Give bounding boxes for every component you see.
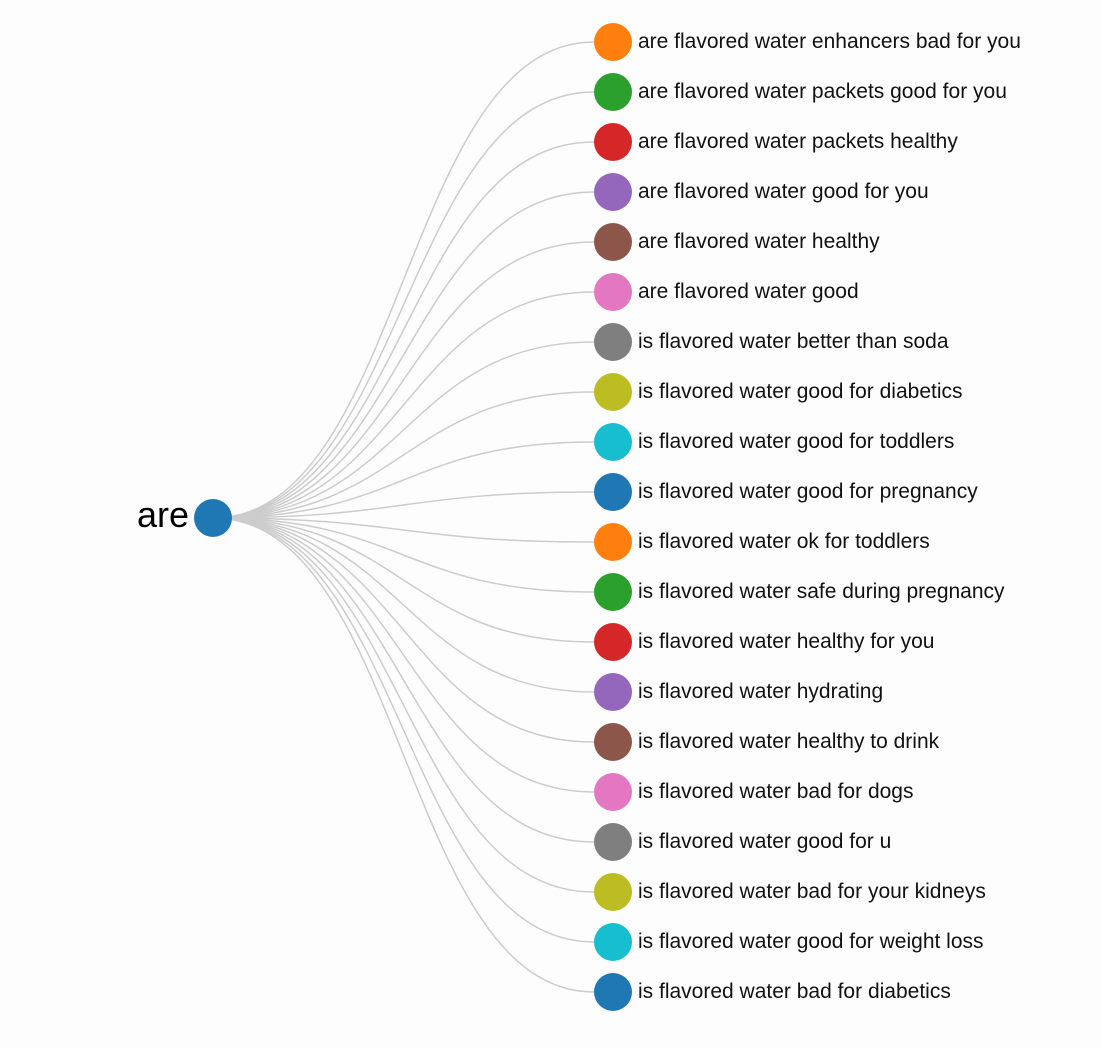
suggestion-label[interactable]: are flavored water packets good for you [638, 80, 1007, 103]
tree-link [212, 517, 595, 943]
suggestion-label[interactable]: is flavored water healthy to drink [638, 730, 940, 753]
suggestion-circle[interactable] [594, 173, 632, 211]
suggestion-node[interactable]: is flavored water bad for diabetics [594, 973, 951, 1011]
suggestion-label[interactable]: is flavored water safe during pregnancy [638, 580, 1005, 603]
suggestion-circle[interactable] [594, 223, 632, 261]
suggestion-label[interactable]: are flavored water healthy [638, 230, 880, 253]
suggestion-label[interactable]: is flavored water good for pregnancy [638, 480, 978, 503]
suggestion-circle[interactable] [594, 873, 632, 911]
suggestion-circle[interactable] [594, 573, 632, 611]
suggestion-node[interactable]: is flavored water safe during pregnancy [594, 573, 1005, 611]
suggestion-node[interactable]: is flavored water good for diabetics [594, 373, 963, 411]
suggestion-label[interactable]: is flavored water good for diabetics [638, 380, 963, 403]
root-circle[interactable] [194, 499, 232, 537]
suggestion-circle[interactable] [594, 923, 632, 961]
suggestion-node[interactable]: are flavored water good [594, 273, 859, 311]
tree-link [212, 141, 595, 519]
suggestion-circle[interactable] [594, 423, 632, 461]
suggestion-label[interactable]: is flavored water better than soda [638, 330, 949, 353]
suggestion-circle[interactable] [594, 623, 632, 661]
suggestion-label[interactable]: are flavored water packets healthy [638, 130, 958, 153]
suggestion-circle[interactable] [594, 773, 632, 811]
tree-link [212, 517, 595, 993]
suggestion-node[interactable]: are flavored water enhancers bad for you [594, 23, 1021, 61]
suggestion-node[interactable]: is flavored water hydrating [594, 673, 883, 711]
suggestion-node[interactable]: are flavored water packets good for you [594, 73, 1007, 111]
suggestion-label[interactable]: is flavored water bad for dogs [638, 780, 913, 803]
suggestion-circle[interactable] [594, 273, 632, 311]
tree-link [212, 241, 595, 519]
suggestion-circle[interactable] [594, 323, 632, 361]
suggestion-node[interactable]: is flavored water good for weight loss [594, 923, 984, 961]
tree-link [212, 441, 595, 519]
tree-link [212, 191, 595, 519]
suggestion-circle[interactable] [594, 73, 632, 111]
suggestion-label[interactable]: are flavored water good [638, 280, 859, 303]
tree-links [212, 41, 595, 993]
tree-link [212, 517, 595, 643]
tree-link [212, 517, 595, 543]
tree-link [212, 491, 595, 519]
suggestion-circle[interactable] [594, 823, 632, 861]
suggestion-label[interactable]: is flavored water hydrating [638, 680, 883, 703]
suggestion-circle[interactable] [594, 973, 632, 1011]
tree-link [212, 41, 595, 519]
root-node[interactable]: are [137, 494, 232, 537]
suggestion-label[interactable]: is flavored water ok for toddlers [638, 530, 930, 553]
suggestion-node[interactable]: is flavored water bad for your kidneys [594, 873, 986, 911]
suggestion-label[interactable]: is flavored water bad for your kidneys [638, 880, 986, 903]
suggestion-node[interactable]: is flavored water healthy for you [594, 623, 934, 661]
suggestion-node[interactable]: is flavored water good for toddlers [594, 423, 954, 461]
suggestion-label[interactable]: is flavored water good for toddlers [638, 430, 954, 453]
suggestion-label[interactable]: is flavored water healthy for you [638, 630, 934, 653]
tree-link [212, 517, 595, 593]
tree-link [212, 517, 595, 743]
suggestion-circle[interactable] [594, 673, 632, 711]
suggestion-circle[interactable] [594, 523, 632, 561]
suggestion-label[interactable]: are flavored water good for you [638, 180, 929, 203]
suggestion-label[interactable]: is flavored water good for u [638, 830, 891, 853]
suggestion-node[interactable]: is flavored water good for u [594, 823, 891, 861]
suggestion-node[interactable]: is flavored water bad for dogs [594, 773, 913, 811]
tree-link [212, 517, 595, 693]
tree-link [212, 291, 595, 519]
suggestion-label[interactable]: are flavored water enhancers bad for you [638, 30, 1021, 53]
tree-link [212, 517, 595, 793]
suggestion-circle[interactable] [594, 373, 632, 411]
suggestion-node[interactable]: is flavored water healthy to drink [594, 723, 940, 761]
tree-link [212, 517, 595, 893]
suggestion-circle[interactable] [594, 723, 632, 761]
suggestion-label[interactable]: is flavored water bad for diabetics [638, 980, 951, 1003]
suggestion-node[interactable]: is flavored water good for pregnancy [594, 473, 978, 511]
suggestion-node[interactable]: are flavored water packets healthy [594, 123, 958, 161]
suggestion-circle[interactable] [594, 473, 632, 511]
suggestion-label[interactable]: is flavored water good for weight loss [638, 930, 984, 953]
tree-link [212, 91, 595, 519]
suggestion-node[interactable]: is flavored water ok for toddlers [594, 523, 930, 561]
leaf-nodes: are flavored water enhancers bad for you… [594, 23, 1021, 1011]
suggestion-node[interactable]: are flavored water good for you [594, 173, 929, 211]
suggestion-circle[interactable] [594, 123, 632, 161]
tree-link [212, 517, 595, 843]
root-label: are [137, 494, 189, 535]
tree-link [212, 341, 595, 519]
suggestion-node[interactable]: are flavored water healthy [594, 223, 880, 261]
suggestion-circle[interactable] [594, 23, 632, 61]
tree-link [212, 391, 595, 519]
suggestion-node[interactable]: is flavored water better than soda [594, 323, 949, 361]
